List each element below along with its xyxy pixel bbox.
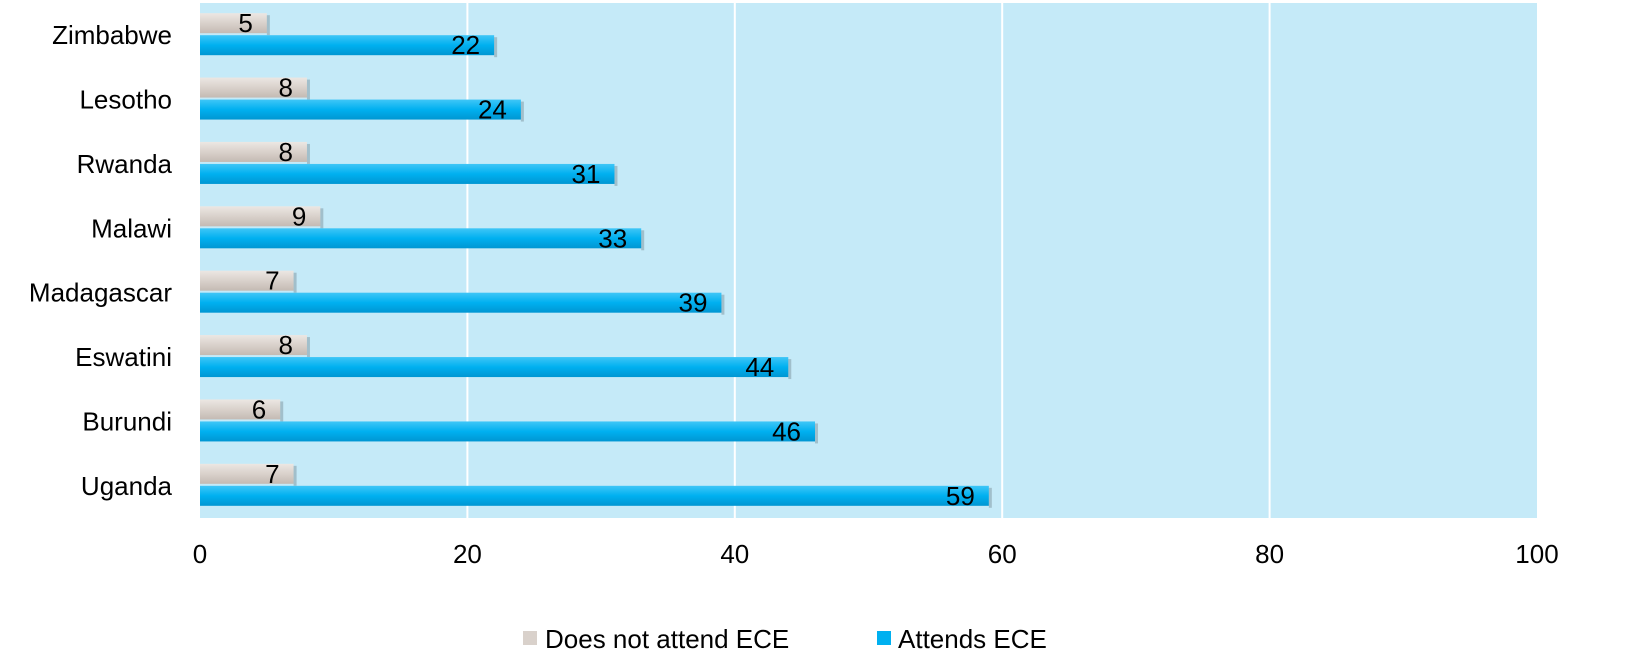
bar-does-not-attend-ece-madagascar bbox=[200, 270, 294, 291]
data-label-does-not-attend-ece-zimbabwe: 5 bbox=[238, 8, 252, 38]
data-label-does-not-attend-ece-rwanda: 8 bbox=[278, 137, 292, 167]
bar-does-not-attend-ece-rwanda bbox=[200, 141, 307, 162]
bar-shadow bbox=[815, 423, 819, 444]
data-label-attends-ece-burundi: 46 bbox=[772, 416, 801, 446]
bar-attends-ece-zimbabwe bbox=[200, 35, 495, 56]
x-tick-label: 20 bbox=[453, 539, 482, 569]
bar-shadow bbox=[641, 230, 645, 251]
data-label-does-not-attend-ece-burundi: 6 bbox=[252, 394, 266, 424]
bar-does-not-attend-ece-malawi bbox=[200, 206, 321, 227]
bar-attends-ece-madagascar bbox=[200, 292, 722, 313]
legend-swatch-does-not-attend bbox=[523, 631, 537, 645]
legend-label-does-not-attend: Does not attend ECE bbox=[545, 624, 789, 654]
data-label-does-not-attend-ece-madagascar: 7 bbox=[265, 266, 279, 296]
bar-shadow bbox=[266, 15, 270, 36]
data-label-does-not-attend-ece-eswatini: 8 bbox=[278, 330, 292, 360]
bar-does-not-attend-ece-zimbabwe bbox=[200, 13, 267, 34]
bar-shadow bbox=[280, 401, 284, 422]
bar-attends-ece-lesotho bbox=[200, 99, 521, 120]
bar-shadow bbox=[494, 37, 498, 58]
x-tick-label: 40 bbox=[720, 539, 749, 569]
x-tick-label: 0 bbox=[193, 539, 207, 569]
bar-shadow bbox=[721, 294, 725, 315]
bar-shadow bbox=[614, 165, 618, 186]
x-tick-label: 60 bbox=[988, 539, 1017, 569]
bar-attends-ece-burundi bbox=[200, 421, 816, 442]
data-label-attends-ece-madagascar: 39 bbox=[679, 288, 708, 318]
category-label-uganda: Uganda bbox=[81, 471, 173, 501]
bar-shadow bbox=[306, 337, 310, 358]
category-label-malawi: Malawi bbox=[91, 213, 172, 243]
bar-shadow bbox=[788, 359, 792, 380]
bar-shadow bbox=[293, 272, 297, 293]
bar-shadow bbox=[320, 208, 324, 229]
legend-label-attends: Attends ECE bbox=[898, 624, 1047, 654]
bar-attends-ece-uganda bbox=[200, 485, 989, 506]
data-label-does-not-attend-ece-lesotho: 8 bbox=[278, 73, 292, 103]
value-axis: 0 20 40 60 80 100 bbox=[193, 539, 1559, 569]
x-tick-label: 80 bbox=[1255, 539, 1284, 569]
bar-shadow bbox=[520, 101, 524, 122]
bar-shadow bbox=[306, 79, 310, 100]
category-label-burundi: Burundi bbox=[82, 406, 172, 436]
bar-attends-ece-eswatini bbox=[200, 357, 789, 378]
bar-does-not-attend-ece-burundi bbox=[200, 399, 281, 420]
bar-does-not-attend-ece-lesotho bbox=[200, 77, 307, 98]
data-label-attends-ece-uganda: 59 bbox=[946, 481, 975, 511]
data-labels: 5 22 8 24 8 31 9 33 7 39 8 44 6 46 7 59 bbox=[238, 8, 974, 511]
category-axis: Zimbabwe Lesotho Rwanda Malawi Madagascar Esw… bbox=[29, 20, 173, 501]
category-label-eswatini: Eswatini bbox=[75, 342, 172, 372]
bar-shadow bbox=[306, 143, 310, 164]
data-label-does-not-attend-ece-uganda: 7 bbox=[265, 459, 279, 489]
bar-does-not-attend-ece-uganda bbox=[200, 463, 294, 484]
legend-swatch-attends bbox=[877, 631, 891, 645]
x-tick-label: 100 bbox=[1515, 539, 1558, 569]
bar-shadow bbox=[293, 465, 297, 486]
category-label-zimbabwe: Zimbabwe bbox=[52, 20, 172, 50]
data-label-attends-ece-malawi: 33 bbox=[598, 223, 627, 253]
category-label-madagascar: Madagascar bbox=[29, 278, 172, 308]
data-label-attends-ece-eswatini: 44 bbox=[745, 352, 774, 382]
category-label-rwanda: Rwanda bbox=[77, 149, 173, 179]
bars bbox=[200, 13, 992, 508]
data-label-attends-ece-lesotho: 24 bbox=[478, 95, 507, 125]
bar-does-not-attend-ece-eswatini bbox=[200, 335, 307, 356]
legend: Does not attend ECE Attends ECE bbox=[523, 624, 1047, 654]
data-label-attends-ece-zimbabwe: 22 bbox=[451, 30, 480, 60]
bar-attends-ece-malawi bbox=[200, 228, 642, 249]
data-label-does-not-attend-ece-malawi: 9 bbox=[292, 201, 306, 231]
data-label-attends-ece-rwanda: 31 bbox=[572, 159, 601, 189]
category-label-lesotho: Lesotho bbox=[79, 85, 172, 115]
bar-shadow bbox=[988, 487, 992, 508]
bar-attends-ece-rwanda bbox=[200, 163, 615, 184]
